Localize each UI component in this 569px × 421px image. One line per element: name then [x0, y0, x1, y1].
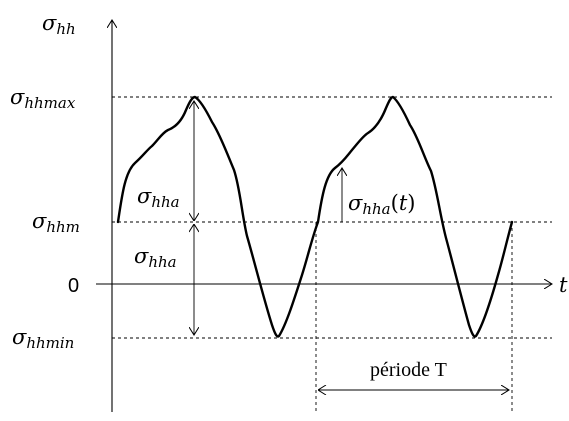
- min-label: σhhmin: [12, 325, 74, 352]
- amplitude-label-lower: σhha: [134, 244, 177, 271]
- stress-curve: [116, 95, 514, 338]
- amplitude-label-instant: σhha(t): [348, 191, 415, 218]
- x-axis-label: t: [559, 273, 568, 297]
- y-axis-label: σhh: [42, 11, 76, 38]
- amplitude-label-upper: σhha: [137, 184, 180, 211]
- max-label: σhhmax: [10, 85, 76, 112]
- zero-label: 0: [68, 275, 79, 297]
- period-label: période T: [370, 359, 447, 381]
- mean-label: σhhm: [32, 209, 80, 236]
